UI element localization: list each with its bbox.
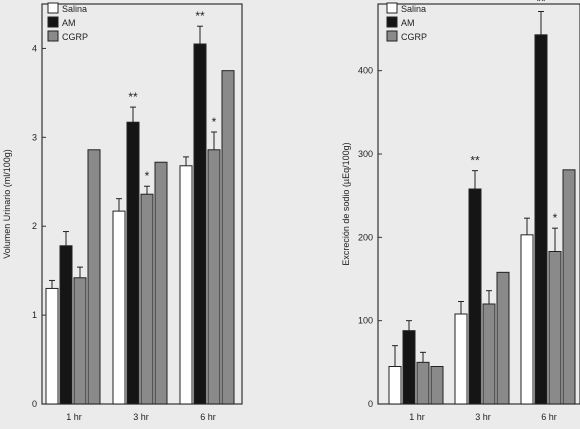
- bar-extra: [221, 70, 235, 405]
- y-tick-label: 400: [358, 66, 373, 76]
- bar-cgrp: [548, 251, 562, 405]
- legend-swatch-cgrp: [47, 30, 59, 42]
- legend-label-cgrp: CGRP: [401, 32, 427, 42]
- bar-am: [468, 188, 482, 405]
- legend-label-salina: Salina: [62, 4, 87, 14]
- legend-swatch-cgrp: [386, 30, 398, 42]
- bar-salina: [179, 165, 193, 405]
- x-category-label: 3 hr: [133, 412, 149, 422]
- bar-extra: [430, 366, 444, 405]
- legend: Salina AM CGRP: [47, 2, 88, 42]
- bar-cgrp: [416, 361, 430, 405]
- bar-am: [126, 121, 140, 405]
- bar-cgrp: [140, 193, 154, 405]
- y-axis-label: Volumen Urinario (ml/100g): [2, 149, 12, 259]
- legend-label-salina: Salina: [401, 4, 426, 14]
- bar-am: [193, 43, 207, 405]
- y-tick-label: 3: [32, 132, 37, 142]
- significance-mark: *: [145, 169, 150, 183]
- legend-swatch-salina: [47, 2, 59, 14]
- bar-salina: [388, 366, 402, 405]
- bar-extra: [154, 161, 168, 405]
- bar-am: [59, 245, 73, 405]
- y-axis-label: Excreción de sodio (µEq/100g): [341, 142, 351, 265]
- significance-mark: **: [195, 9, 205, 23]
- chart-left-urine-volume: 0 1 2 3 4 Volumen Urinario (ml/100g) 1 hr 3 hr *…: [2, 2, 243, 422]
- y-tick-label: 0: [32, 399, 37, 409]
- bar-extra: [87, 149, 101, 405]
- legend-label-cgrp: CGRP: [62, 32, 88, 42]
- bar-am: [534, 34, 548, 405]
- legend-swatch-am: [386, 16, 398, 28]
- legend-label-am: AM: [62, 18, 76, 28]
- bar-cgrp: [482, 303, 496, 405]
- x-category-label: 3 hr: [475, 412, 491, 422]
- legend-swatch-salina: [386, 2, 398, 14]
- significance-mark: **: [128, 90, 138, 104]
- y-tick-label: 2: [32, 221, 37, 231]
- y-tick-label: 4: [32, 43, 37, 53]
- bar-salina: [45, 287, 59, 405]
- legend-label-am: AM: [401, 18, 415, 28]
- y-tick-label: 300: [358, 149, 373, 159]
- legend-swatch-am: [47, 16, 59, 28]
- bar-salina: [520, 234, 534, 405]
- x-category-label: 6 hr: [200, 412, 216, 422]
- significance-mark: **: [536, 0, 546, 9]
- y-tick-label: 0: [368, 399, 373, 409]
- significance-mark: **: [470, 154, 480, 168]
- chart-right-sodium-excretion: 0 100 200 300 400 Excreción de sodio (µEq/100…: [341, 0, 580, 422]
- x-category-label: 1 hr: [66, 412, 82, 422]
- y-tick-label: 1: [32, 310, 37, 320]
- bar-salina: [112, 210, 126, 405]
- significance-mark: *: [212, 115, 217, 129]
- bar-extra: [562, 169, 576, 405]
- bar-salina: [454, 313, 468, 405]
- x-category-label: 6 hr: [541, 412, 557, 422]
- bar-extra: [496, 271, 510, 405]
- bar-am: [402, 330, 416, 405]
- bar-cgrp: [73, 277, 87, 405]
- x-category-label: 1 hr: [409, 412, 425, 422]
- significance-mark: *: [553, 211, 558, 225]
- bar-cgrp: [207, 149, 221, 405]
- y-tick-label: 100: [358, 316, 373, 326]
- legend: Salina AM CGRP: [386, 2, 427, 42]
- y-tick-label: 200: [358, 232, 373, 242]
